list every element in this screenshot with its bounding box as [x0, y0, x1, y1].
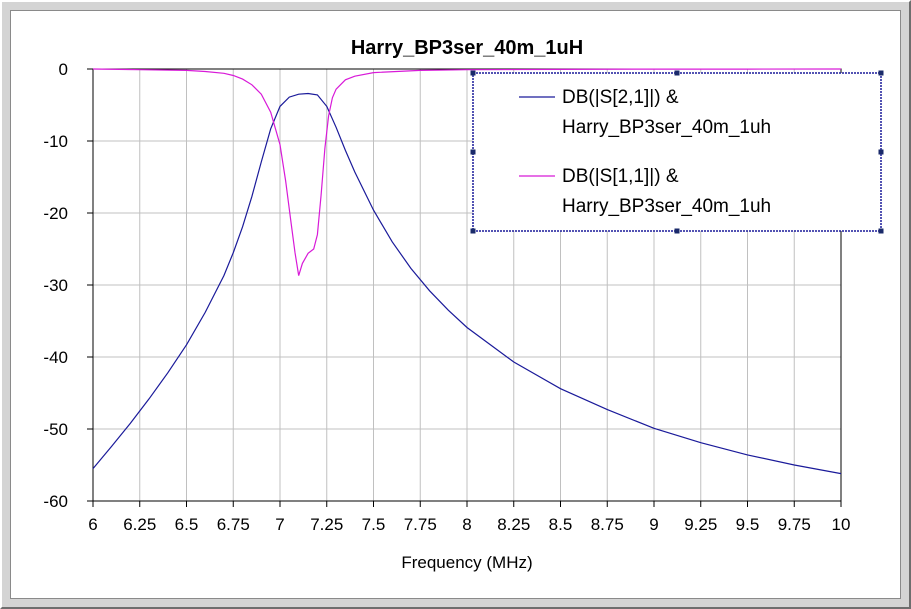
legend-resize-handle[interactable] — [470, 149, 476, 155]
legend-entry: DB(|S[2,1]|) & Harry_BP3ser_40m_1uh — [519, 87, 771, 138]
line-chart: 6 6.25 6.5 6.75 7 7.25 7.5 7.75 8 8.25 8.5 8.75 9 9.2… — [43, 37, 884, 572]
legend-box[interactable] — [472, 72, 882, 232]
x-tick-label: 7.5 — [362, 515, 386, 534]
legend-resize-handle[interactable] — [674, 70, 680, 76]
x-tick-label: 8 — [462, 515, 471, 534]
x-tick-label: 7.25 — [310, 515, 343, 534]
legend-resize-handle[interactable] — [878, 149, 884, 155]
x-tick-label: 8.5 — [549, 515, 573, 534]
x-tick-label: 8.75 — [591, 515, 624, 534]
x-tick-label: 6 — [88, 515, 97, 534]
legend-label: DB(|S[1,1]|) & — [562, 166, 679, 187]
legend-label: Harry_BP3ser_40m_1uh — [562, 117, 771, 138]
y-tick-label: -30 — [43, 276, 68, 295]
x-tick-label: 9 — [649, 515, 658, 534]
x-tick-label: 8.25 — [497, 515, 530, 534]
plot-panel: 6 6.25 6.5 6.75 7 7.25 7.5 7.75 8 8.25 8.5 8.75 9 9.2… — [10, 10, 901, 599]
x-tick-label: 9.5 — [736, 515, 760, 534]
axis-ticks: 6 6.25 6.5 6.75 7 7.25 7.5 7.75 8 8.25 8.5 8.75 9 9.2… — [43, 60, 850, 534]
y-tick-label: 0 — [59, 60, 68, 79]
y-tick-label: -20 — [43, 204, 68, 223]
y-tick-label: -60 — [43, 492, 68, 511]
legend-resize-handle[interactable] — [674, 228, 680, 234]
legend-entry: DB(|S[1,1]|) & Harry_BP3ser_40m_1uh — [519, 166, 771, 217]
legend-resize-handle[interactable] — [470, 70, 476, 76]
x-tick-label: 6.25 — [123, 515, 156, 534]
legend-label: Harry_BP3ser_40m_1uh — [562, 196, 771, 217]
legend-label: DB(|S[2,1]|) & — [562, 87, 679, 108]
chart-title: Harry_BP3ser_40m_1uH — [351, 37, 583, 59]
legend-resize-handle[interactable] — [878, 70, 884, 76]
x-tick-label: 7.75 — [404, 515, 437, 534]
y-tick-label: -10 — [43, 132, 68, 151]
s11-line — [92, 68, 842, 276]
legend-resize-handle[interactable] — [878, 228, 884, 234]
legend-entries: DB(|S[2,1]|) &Harry_BP3ser_40m_1uhDB(|S[… — [519, 87, 771, 217]
x-tick-label: 7 — [275, 515, 284, 534]
s21-line — [92, 92, 842, 475]
x-tick-label: 6.5 — [175, 515, 199, 534]
x-tick-label: 9.75 — [778, 515, 811, 534]
x-axis-title: Frequency (MHz) — [401, 553, 532, 572]
x-tick-label: 10 — [832, 515, 851, 534]
legend-resize-handle[interactable] — [470, 228, 476, 234]
x-tick-label: 6.75 — [217, 515, 250, 534]
legend[interactable]: DB(|S[2,1]|) &Harry_BP3ser_40m_1uhDB(|S[… — [470, 70, 884, 234]
legend-handles[interactable] — [470, 70, 884, 234]
x-tick-label: 9.25 — [684, 515, 717, 534]
y-tick-label: -40 — [43, 348, 68, 367]
y-tick-label: -50 — [43, 420, 68, 439]
series-lines — [92, 68, 842, 475]
